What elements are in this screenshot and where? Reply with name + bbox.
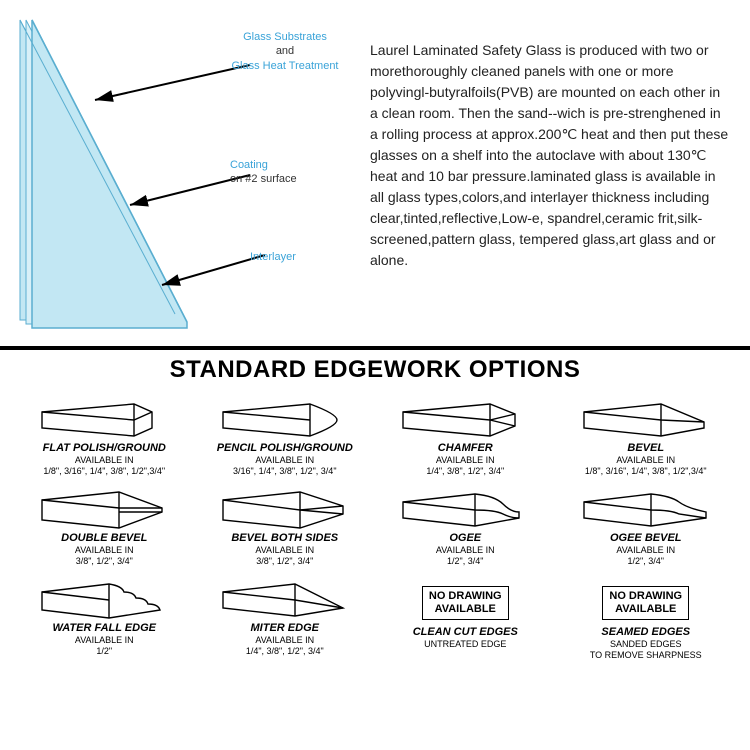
sizes-text: 1/8", 3/16", 1/4", 3/8", 1/2",3/4" (20, 466, 189, 476)
no-drawing-box: NO DRAWINGAVAILABLE (602, 586, 689, 620)
sizes-text: 3/8", 1/2", 3/4" (201, 556, 370, 566)
edge-option-title: OGEE BEVEL (562, 532, 731, 544)
laminated-glass-diagram: Glass Substrates and Glass Heat Treatmen… (0, 10, 370, 340)
description-paragraph: Laurel Laminated Safety Glass is produce… (370, 10, 730, 340)
available-label: AVAILABLE IN (20, 545, 189, 555)
label-interlayer: Interlayer (250, 250, 350, 264)
edgework-cell: MITER EDGEAVAILABLE IN1/4", 3/8", 1/2", … (201, 572, 370, 661)
available-label: AVAILABLE IN (381, 455, 550, 465)
edgework-grid: FLAT POLISH/GROUNDAVAILABLE IN1/8", 3/16… (0, 392, 750, 671)
edge-option-title: BEVEL (562, 442, 731, 454)
edge-option-title: BEVEL BOTH SIDES (201, 532, 370, 544)
edge-option-title: WATER FALL EDGE (20, 622, 189, 634)
edgework-cell: WATER FALL EDGEAVAILABLE IN1/2" (20, 572, 189, 661)
edgework-cell: BEVELAVAILABLE IN1/8", 3/16", 1/4", 3/8"… (562, 392, 731, 476)
sizes-text: 1/4", 3/8", 1/2", 3/4" (201, 646, 370, 656)
edge-option-title: CHAMFER (381, 442, 550, 454)
edge-option-title: MITER EDGE (201, 622, 370, 634)
edge-option-title: FLAT POLISH/GROUND (20, 442, 189, 454)
sizes-text: 3/8", 1/2", 3/4" (20, 556, 189, 566)
edge-option-title: SEAMED EDGES (562, 626, 731, 638)
edgework-title: STANDARD EDGEWORK OPTIONS (0, 352, 750, 392)
label-coating: Coating on #2 surface (230, 158, 350, 187)
sizes-text: 1/2", 3/4" (562, 556, 731, 566)
available-label: AVAILABLE IN (562, 455, 731, 465)
edgework-cell: DOUBLE BEVELAVAILABLE IN3/8", 1/2", 3/4" (20, 482, 189, 566)
edge-option-title: DOUBLE BEVEL (20, 532, 189, 544)
subtext: SANDED EDGESTO REMOVE SHARPNESS (562, 639, 731, 661)
edgework-cell: BEVEL BOTH SIDESAVAILABLE IN3/8", 1/2", … (201, 482, 370, 566)
edgework-cell: NO DRAWINGAVAILABLE SEAMED EDGESSANDED ED… (562, 572, 731, 661)
sizes-text: 1/4", 3/8", 1/2", 3/4" (381, 466, 550, 476)
label-glass-substrates: Glass Substrates and Glass Heat Treatmen… (210, 30, 360, 73)
subtext: UNTREATED EDGE (381, 639, 550, 650)
available-label: AVAILABLE IN (201, 545, 370, 555)
available-label: AVAILABLE IN (201, 635, 370, 645)
no-drawing-box: NO DRAWINGAVAILABLE (422, 586, 509, 620)
top-section: Glass Substrates and Glass Heat Treatmen… (0, 0, 750, 340)
edgework-cell: OGEE BEVELAVAILABLE IN1/2", 3/4" (562, 482, 731, 566)
edge-option-title: OGEE (381, 532, 550, 544)
available-label: AVAILABLE IN (201, 455, 370, 465)
edgework-cell: NO DRAWINGAVAILABLE CLEAN CUT EDGESUNTREA… (381, 572, 550, 661)
sizes-text: 1/2" (20, 646, 189, 656)
sizes-text: 1/2", 3/4" (381, 556, 550, 566)
edge-option-title: PENCIL POLISH/GROUND (201, 442, 370, 454)
available-label: AVAILABLE IN (562, 545, 731, 555)
available-label: AVAILABLE IN (381, 545, 550, 555)
edgework-cell: FLAT POLISH/GROUNDAVAILABLE IN1/8", 3/16… (20, 392, 189, 476)
edgework-cell: CHAMFERAVAILABLE IN1/4", 3/8", 1/2", 3/4… (381, 392, 550, 476)
edge-option-title: CLEAN CUT EDGES (381, 626, 550, 638)
available-label: AVAILABLE IN (20, 635, 189, 645)
available-label: AVAILABLE IN (20, 455, 189, 465)
edgework-cell: PENCIL POLISH/GROUNDAVAILABLE IN3/16", 1… (201, 392, 370, 476)
edgework-cell: OGEEAVAILABLE IN1/2", 3/4" (381, 482, 550, 566)
sizes-text: 3/16", 1/4", 3/8", 1/2", 3/4" (201, 466, 370, 476)
sizes-text: 1/8", 3/16", 1/4", 3/8", 1/2",3/4" (562, 466, 731, 476)
